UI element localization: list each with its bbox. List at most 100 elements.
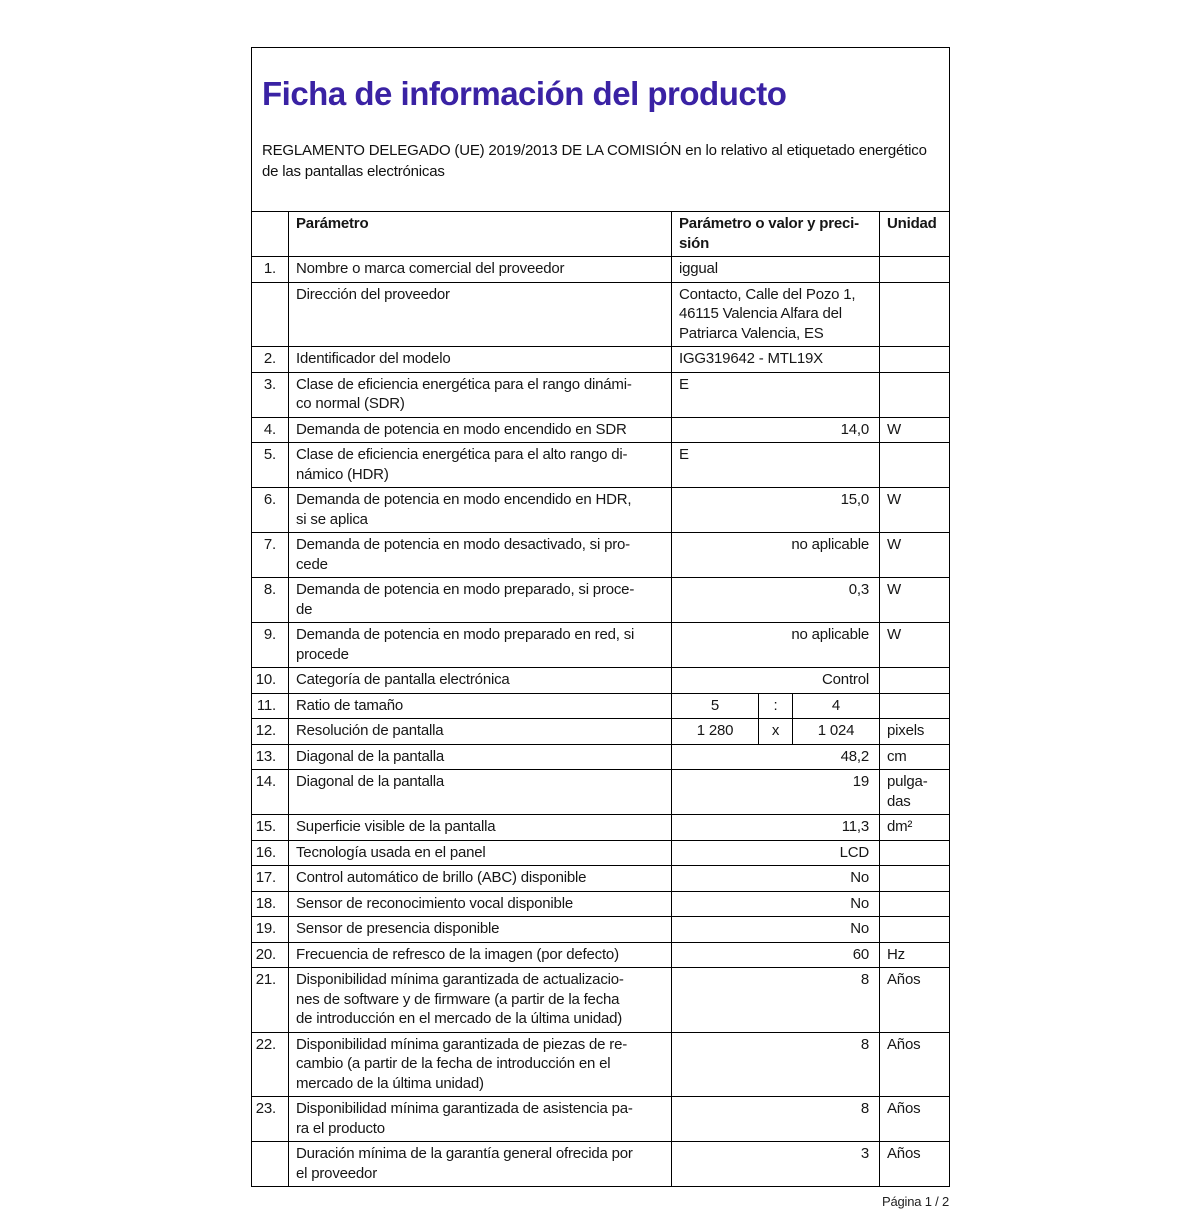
parameter-cell: Clase de eficiencia energética para el a… <box>288 442 672 489</box>
row-number: 7. <box>251 532 289 579</box>
unit-cell: cm <box>879 743 950 771</box>
row-number: 17. <box>251 865 289 892</box>
value-subcell: 1 280 <box>696 722 734 740</box>
unit-cell: W <box>879 622 950 669</box>
table-row: 15. Superficie visible de la pantalla 11,3… <box>251 814 950 841</box>
unit-cell: dm² <box>879 814 950 841</box>
value-subcell: : <box>758 694 793 718</box>
value-cell: E <box>671 442 880 489</box>
value-cell: LCD <box>671 839 880 867</box>
parameter-cell: Categoría de pantalla electrónica <box>288 667 672 694</box>
value-cell: 14,0 <box>671 416 880 444</box>
unit-cell <box>879 371 950 418</box>
value-subcell: 5 <box>710 696 720 714</box>
row-number: 23. <box>251 1096 289 1143</box>
row-number: 4. <box>251 416 289 444</box>
row-number: 6. <box>251 487 289 534</box>
row-number: 2. <box>251 346 289 373</box>
row-number: 22. <box>251 1031 289 1098</box>
table-row: 16. Tecnología usada en el panel LCD <box>251 839 950 867</box>
value-cell: 3 <box>671 1141 880 1188</box>
value-subcell: x <box>758 719 793 744</box>
page-subtitle: REGLAMENTO DELEGADO (UE) 2019/2013 DE LA… <box>262 142 927 180</box>
parameter-cell: Demanda de potencia en modo encendido en… <box>288 416 672 444</box>
parameter-cell: Disponibilidad mínima garantizada de asi… <box>288 1096 672 1143</box>
row-number <box>251 281 289 348</box>
parameter-cell: Tecnología usada en el panel <box>288 839 672 867</box>
parameter-cell: Diagonal de la pantalla <box>288 769 672 816</box>
unit-cell <box>879 865 950 892</box>
value-cell: no aplicable <box>671 532 880 579</box>
unit-cell: W <box>879 487 950 534</box>
parameter-cell: Demanda de potencia en modo preparado en… <box>288 622 672 669</box>
table-row: 17. Control automático de brillo (ABC) di… <box>251 865 950 892</box>
table-row: 23. Disponibilidad mínima garantizada de … <box>251 1096 950 1143</box>
value-cell: IGG319642 - MTL19X <box>671 346 880 373</box>
table-row: 7. Demanda de potencia en modo desactivad… <box>251 532 950 579</box>
value-subcell: 1 024 <box>817 722 855 740</box>
value-cell: 0,3 <box>671 577 880 624</box>
value-cell: 15,0 <box>671 487 880 534</box>
fiche-table: Ficha de información del producto REGLAM… <box>251 46 950 1188</box>
table-row: 13. Diagonal de la pantalla 48,2 cm <box>251 743 950 771</box>
value-cell: 8 <box>671 1031 880 1098</box>
unit-cell: Años <box>879 1141 950 1188</box>
table-row: 22. Disponibilidad mínima garantizada de … <box>251 1031 950 1098</box>
row-number: 14. <box>251 769 289 816</box>
unit-cell: W <box>879 416 950 444</box>
parameter-cell: Demanda de potencia en modo preparado, s… <box>288 577 672 624</box>
value-cell: 8 <box>671 967 880 1033</box>
value-cell: No <box>671 865 880 892</box>
value-cell: No <box>671 890 880 918</box>
table-row: 11. Ratio de tamaño 5: 4 <box>251 692 950 720</box>
unit-cell: Años <box>879 967 950 1033</box>
parameter-cell: Frecuencia de refresco de la imagen (por… <box>288 941 672 969</box>
parameter-cell: Dirección del proveedor <box>288 281 672 348</box>
row-number <box>251 1141 289 1188</box>
table-row: 6. Demanda de potencia en modo encendido … <box>251 487 950 534</box>
fiche-table-body: Ficha de información del producto REGLAM… <box>251 46 950 1188</box>
table-row: 14. Diagonal de la pantalla 19 pulga- das <box>251 769 950 816</box>
table-row: 10. Categoría de pantalla electrónica Cont… <box>251 667 950 694</box>
title-row: Ficha de información del producto REGLAM… <box>251 46 950 213</box>
unit-cell <box>879 839 950 867</box>
unit-cell: pulga- das <box>879 769 950 816</box>
value-cell: iggual <box>671 256 880 283</box>
value-cell: 48,2 <box>671 743 880 771</box>
unit-cell <box>879 692 950 720</box>
header-number <box>251 211 289 258</box>
header-parameter: Parámetro <box>288 211 672 258</box>
table-row: 1. Nombre o marca comercial del proveedor… <box>251 256 950 283</box>
unit-cell <box>879 667 950 694</box>
table-row: 5. Clase de eficiencia energética para el… <box>251 442 950 489</box>
row-number: 19. <box>251 916 289 943</box>
unit-cell: pixels <box>879 718 950 745</box>
value-cell: Control <box>671 667 880 694</box>
parameter-cell: Ratio de tamaño <box>288 692 672 720</box>
value-cell: No <box>671 916 880 943</box>
row-number: 15. <box>251 814 289 841</box>
table-row: 21. Disponibilidad mínima garantizada de … <box>251 967 950 1033</box>
row-number: 12. <box>251 718 289 745</box>
row-number: 3. <box>251 371 289 418</box>
unit-cell <box>879 346 950 373</box>
table-row: 3. Clase de eficiencia energética para el… <box>251 371 950 418</box>
parameter-cell: Superficie visible de la pantalla <box>288 814 672 841</box>
table-row: 2. Identificador del modelo IGG319642 - MT… <box>251 346 950 373</box>
table-row: 9. Demanda de potencia en modo preparado … <box>251 622 950 669</box>
table-row: 18. Sensor de reconocimiento vocal dispon… <box>251 890 950 918</box>
row-number: 16. <box>251 839 289 867</box>
parameter-cell: Sensor de presencia disponible <box>288 916 672 943</box>
value-cell: 19 <box>671 769 880 816</box>
unit-cell <box>879 890 950 918</box>
unit-cell: W <box>879 577 950 624</box>
value-cell: 5: 4 <box>671 692 880 720</box>
value-cell: 11,3 <box>671 814 880 841</box>
table-row: 4. Demanda de potencia en modo encendido … <box>251 416 950 444</box>
value-cell: E <box>671 371 880 418</box>
value-cell: 8 <box>671 1096 880 1143</box>
unit-cell: W <box>879 532 950 579</box>
value-cell: 1 280 x 1 024 <box>671 718 880 745</box>
value-cell: no aplicable <box>671 622 880 669</box>
product-fiche-sheet: Ficha de información del producto REGLAM… <box>251 0 950 1209</box>
